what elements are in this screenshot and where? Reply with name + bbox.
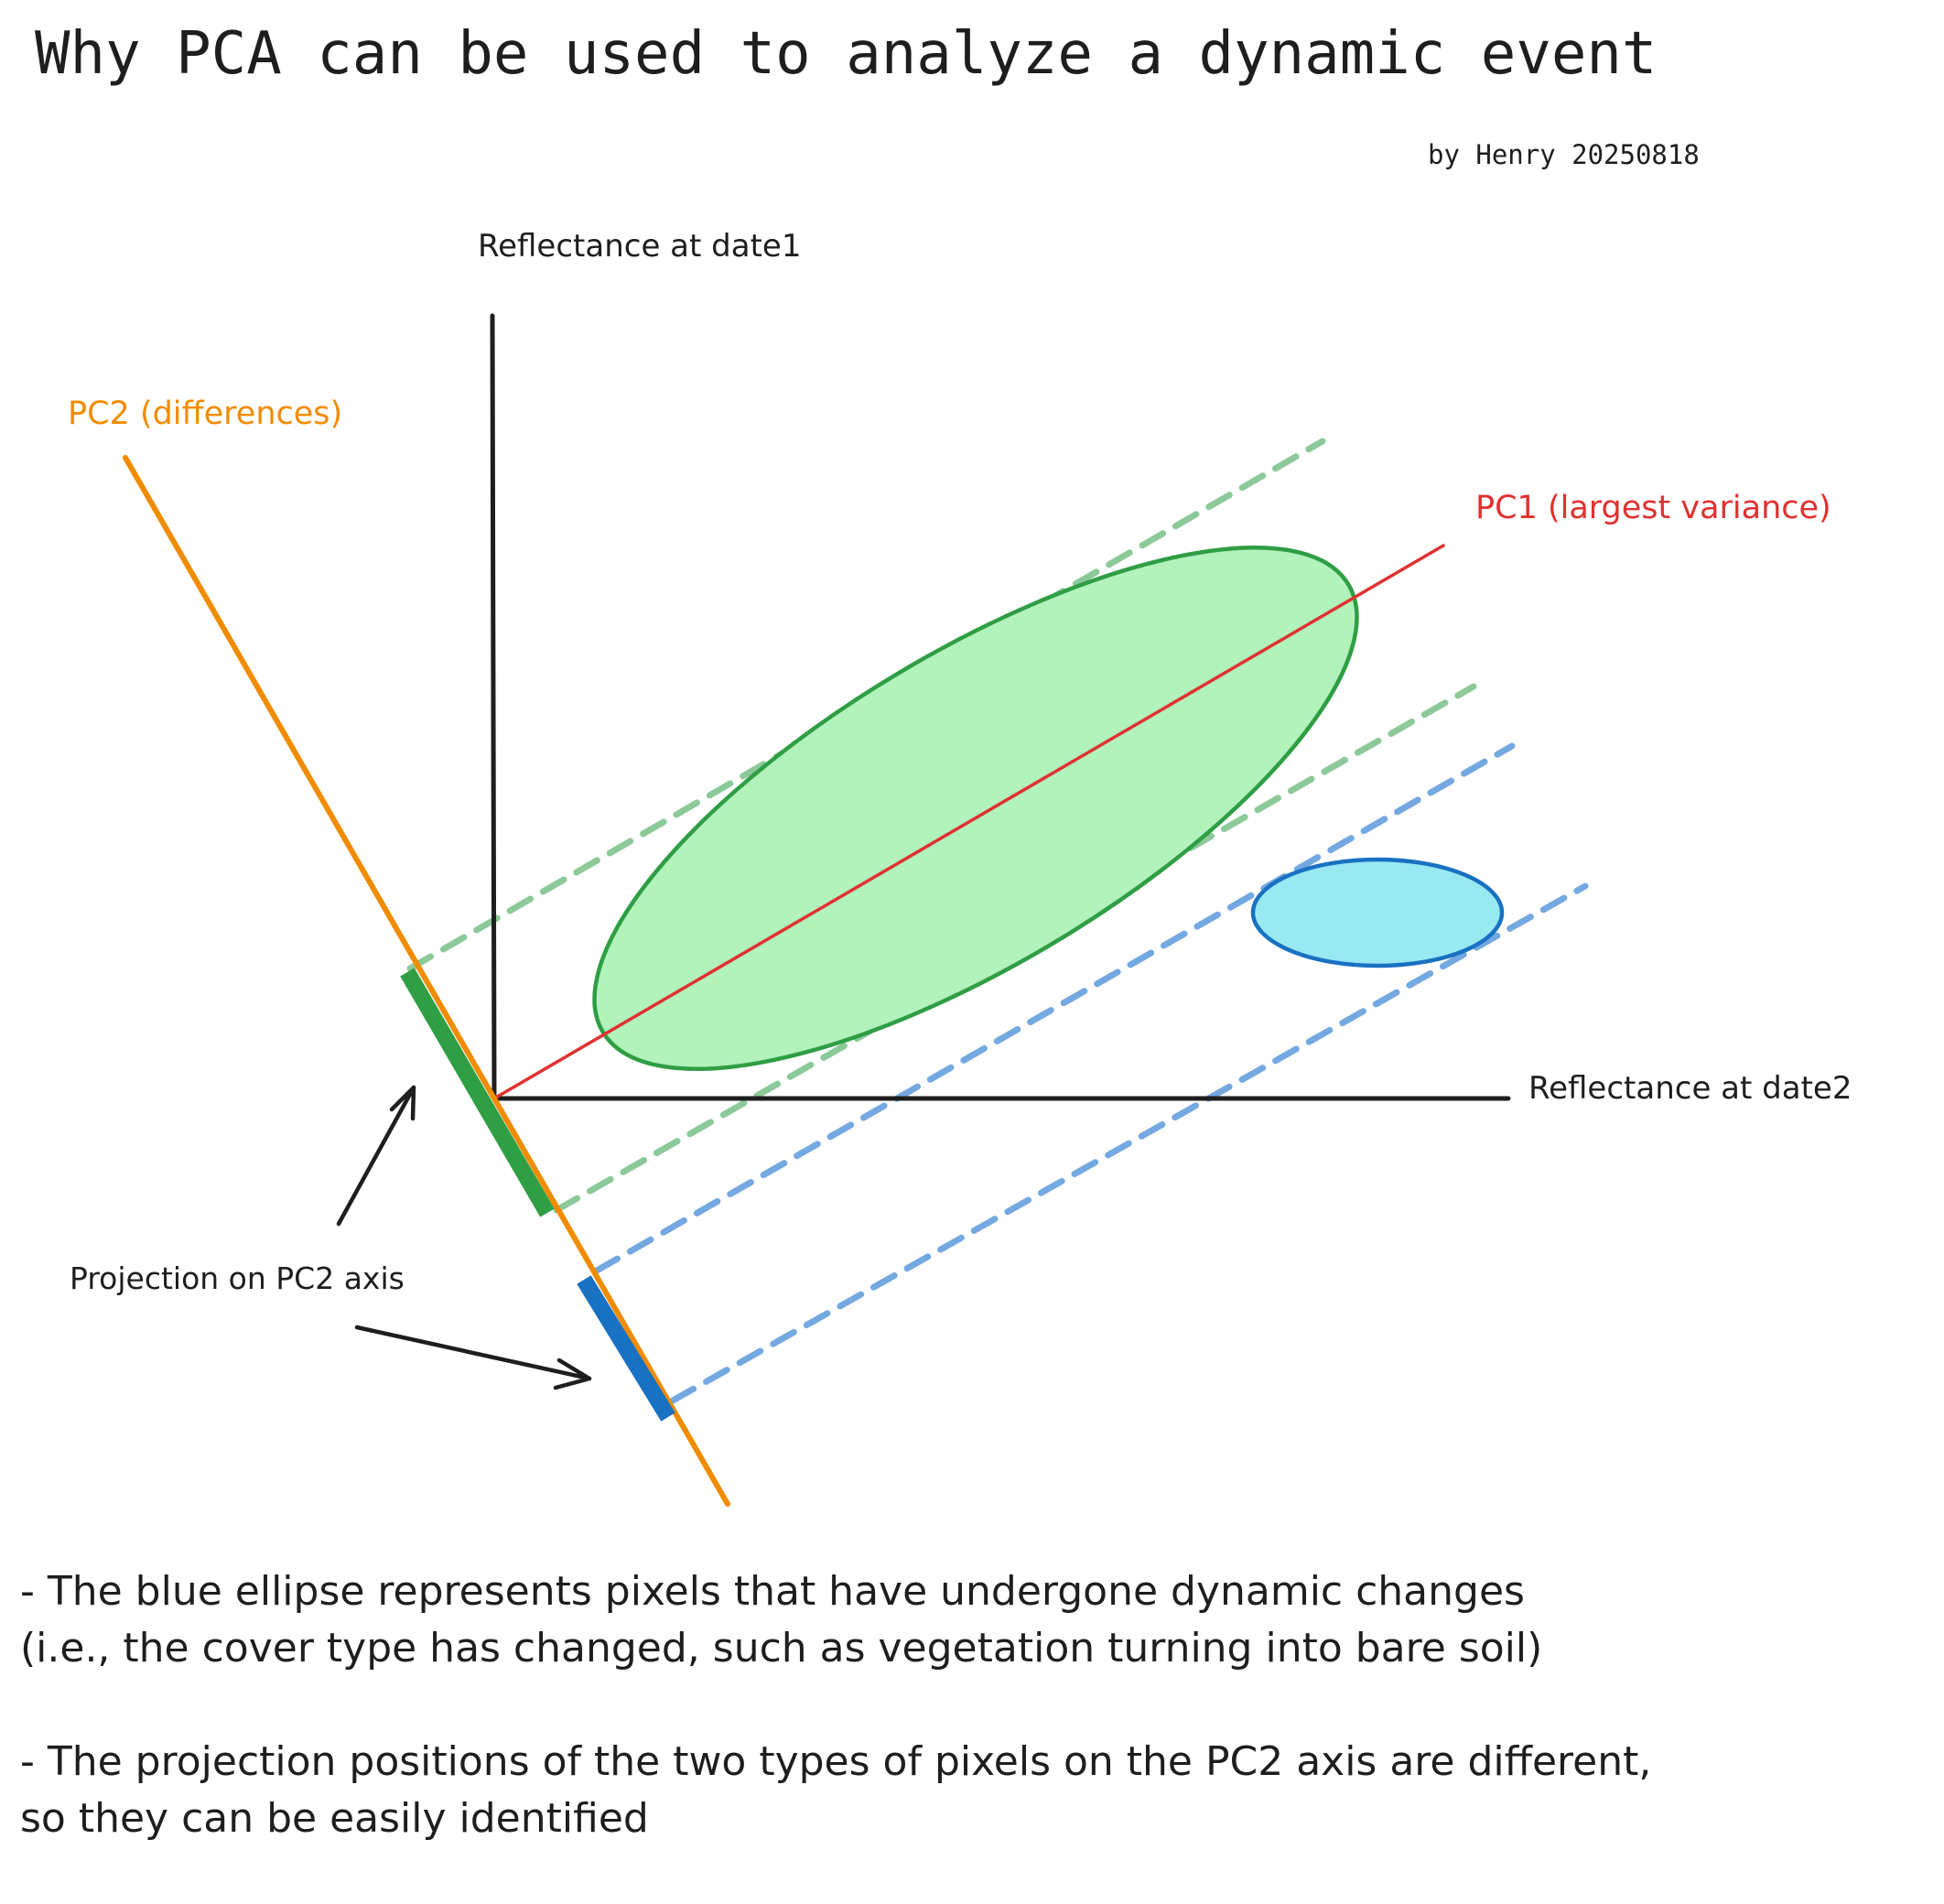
note-line: - The projection positions of the two ty… bbox=[20, 1738, 1652, 1785]
green-ellipse bbox=[592, 545, 1359, 1072]
blue-projection-line-upper bbox=[593, 742, 1516, 1274]
notes: - The blue ellipse represents pixels tha… bbox=[20, 1563, 1933, 1904]
green-projection-segment bbox=[400, 968, 555, 1217]
note-line: so they can be easily identified bbox=[20, 1795, 649, 1842]
pca-diagram: Reflectance at date1 Reflectance at date… bbox=[68, 228, 1852, 1507]
green-projection-lines bbox=[406, 438, 1477, 1214]
green-projection-line-lower bbox=[553, 683, 1477, 1214]
note-projection-positions: - The projection positions of the two ty… bbox=[20, 1734, 1933, 1847]
pc2-label: PC2 (differences) bbox=[68, 395, 342, 432]
x-axis-label: Reflectance at date2 bbox=[1528, 1070, 1852, 1107]
note-line: (i.e., the cover type has changed, such … bbox=[20, 1625, 1543, 1671]
author-byline: by Henry 20250818 bbox=[1428, 139, 1700, 170]
arrow-to-green-segment-head bbox=[389, 1085, 416, 1121]
y-axis-label: Reflectance at date1 bbox=[478, 228, 801, 265]
y-axis-line bbox=[490, 313, 497, 1101]
green-projection-line-upper bbox=[406, 438, 1326, 972]
blue-ellipse bbox=[1250, 857, 1505, 968]
note-line: - The blue ellipse represents pixels tha… bbox=[20, 1568, 1525, 1615]
axes bbox=[490, 313, 1511, 1101]
projection-arrows bbox=[336, 1085, 592, 1390]
arrow-to-blue-segment-head bbox=[553, 1358, 592, 1390]
projection-label: Projection on PC2 axis bbox=[70, 1260, 405, 1296]
diagram-title: Why PCA can be used to analyze a dynamic… bbox=[35, 20, 1658, 88]
pc1-axis-line bbox=[492, 544, 1445, 1100]
blue-projection-lines bbox=[593, 742, 1589, 1404]
arrow-to-blue-segment-shaft bbox=[354, 1325, 592, 1381]
blue-projection-segment bbox=[577, 1275, 675, 1422]
pc2-axis-line bbox=[123, 455, 730, 1507]
arrow-to-green-segment-shaft bbox=[336, 1085, 416, 1227]
note-blue-ellipse: - The blue ellipse represents pixels tha… bbox=[20, 1563, 1933, 1677]
blue-projection-line-lower bbox=[669, 882, 1589, 1404]
pc1-label: PC1 (largest variance) bbox=[1475, 490, 1831, 526]
